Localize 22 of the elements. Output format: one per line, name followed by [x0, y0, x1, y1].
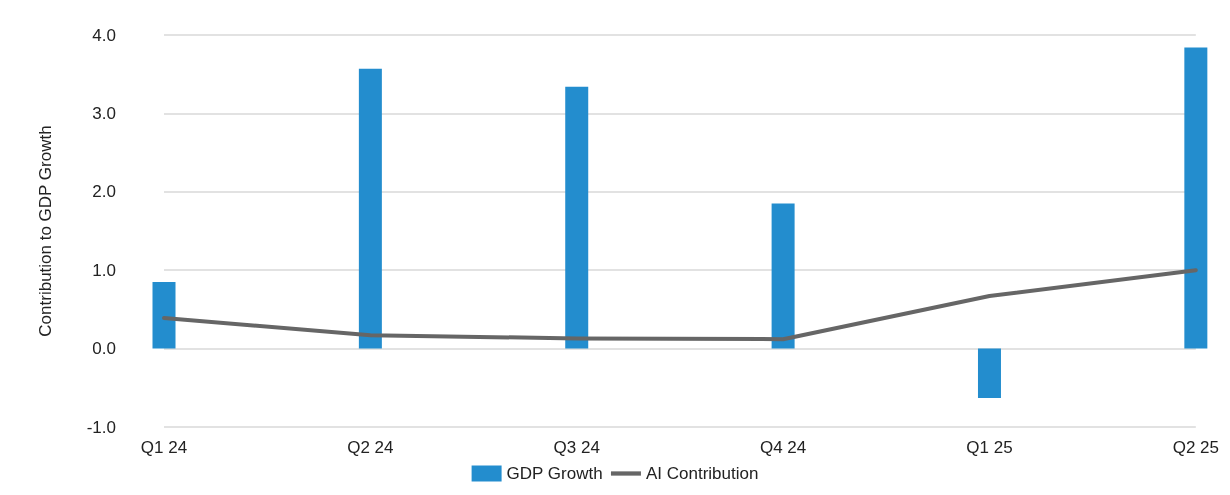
bar — [1184, 47, 1208, 349]
y-tick-label: 4.0 — [92, 25, 116, 45]
x-tick-label: Q3 24 — [553, 438, 600, 457]
y-axis-title: Contribution to GDP Growth — [36, 125, 55, 337]
legend-label: AI Contribution — [645, 464, 759, 483]
bar — [771, 203, 795, 349]
bar — [152, 281, 176, 349]
y-tick-label: 1.0 — [92, 260, 116, 280]
x-tick-label: Q1 25 — [966, 438, 1013, 457]
legend-label: GDP Growth — [506, 464, 603, 483]
x-tick-label: Q1 24 — [140, 438, 188, 457]
bar — [565, 86, 589, 349]
line-series — [162, 268, 1198, 342]
y-tick-label: 3.0 — [92, 103, 116, 123]
x-tick-label: Q4 24 — [759, 438, 807, 457]
y-tick-label: -1.0 — [86, 417, 116, 437]
y-tick-label: 2.0 — [92, 182, 116, 202]
bar — [977, 348, 1001, 398]
y-tick-label: 0.0 — [92, 339, 116, 359]
x-tick-label: Q2 25 — [1172, 438, 1219, 457]
x-tick-label: Q2 24 — [347, 438, 394, 457]
bar — [358, 68, 382, 349]
